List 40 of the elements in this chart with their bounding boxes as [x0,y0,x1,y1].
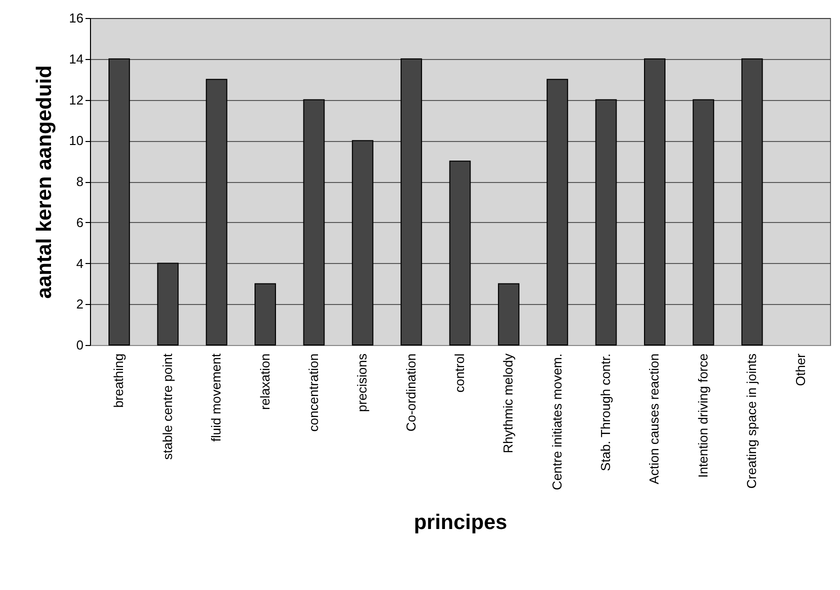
y-tick-label: 0 [76,338,84,352]
bar [303,99,325,346]
bar [595,99,617,346]
y-tick-label: 16 [69,10,84,26]
bar [644,58,666,346]
bar [546,78,568,346]
x-tick-label: relaxation [257,354,272,410]
x-tick-label: Creating space in joints [744,353,760,489]
bar [206,78,228,346]
y-tick-label: 6 [76,214,84,230]
x-tick-label: Intention driving force [695,354,710,478]
bar [449,160,471,346]
x-axis-title: principes [414,511,508,534]
y-tick-label: 10 [69,133,84,148]
bar [157,262,179,346]
bar [692,99,714,346]
x-tick-label: Rhythmic melody [500,353,516,454]
x-tick-label: control [452,353,467,393]
y-tick-label: 4 [76,256,84,271]
y-tick-label: 8 [76,174,84,189]
x-tick-label: precisions [354,353,370,412]
x-tick-label: Stab. Through contr. [598,354,614,472]
x-tick-label: breathing [111,354,126,408]
bar [498,283,520,346]
x-tick-label: Co-ordination [403,354,418,432]
x-tick-label: concentration [306,354,321,432]
y-tick-label: 2 [76,296,84,312]
x-tick-label: Other [792,352,808,386]
bar [400,58,422,346]
bar [741,58,763,346]
x-tick-label: Action causes reaction [646,354,662,484]
bar [254,283,276,346]
x-tick-label: stable centre point [160,353,175,460]
x-tick-label: Centre initiates movem. [549,354,564,490]
bar [108,58,130,346]
bar [352,140,374,346]
x-tick-label: fluid movement [208,353,224,442]
y-axis-title: aantal keren aangeduid [33,65,56,299]
y-tick-label: 12 [69,92,84,108]
y-tick-label: 14 [69,51,84,66]
